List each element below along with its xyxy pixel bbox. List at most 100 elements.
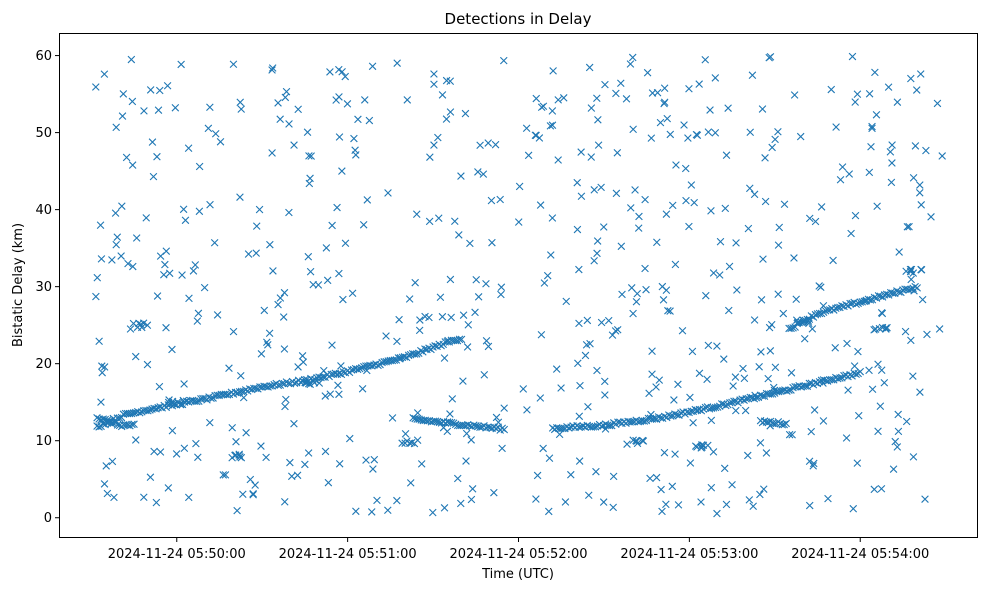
noise-point-235 — [601, 391, 609, 399]
noise-point-317 — [269, 267, 277, 275]
noise-point-332 — [156, 448, 165, 456]
noise-point-269 — [575, 319, 583, 328]
track-point-786 — [431, 342, 439, 350]
noise-point-45 — [674, 380, 682, 389]
noise-point-495 — [263, 338, 271, 347]
noise-point-595 — [455, 231, 463, 239]
noise-point-585 — [487, 196, 496, 205]
noise-point-327 — [845, 170, 854, 178]
cluster-point-1136 — [632, 436, 640, 445]
track-point-981 — [785, 386, 793, 394]
noise-point-236 — [467, 495, 476, 504]
noise-point-200 — [282, 87, 291, 96]
noise-point-222 — [324, 478, 333, 487]
noise-point-263 — [244, 250, 253, 258]
noise-point-385 — [102, 462, 110, 470]
noise-point-103 — [613, 325, 622, 334]
noise-point-528 — [761, 197, 770, 206]
noise-point-445 — [938, 152, 946, 160]
track-point-950 — [722, 401, 730, 410]
noise-point-166 — [118, 202, 126, 210]
noise-point-349 — [286, 458, 294, 467]
noise-point-86 — [393, 59, 401, 67]
noise-point-384 — [545, 454, 554, 462]
track-point-649 — [152, 405, 160, 413]
track-point-945 — [711, 403, 720, 412]
cluster-point-1134 — [638, 436, 647, 445]
noise-point-617 — [711, 129, 720, 137]
noise-point-244 — [405, 295, 414, 303]
noise-point-425 — [583, 316, 592, 325]
cluster-point-1107 — [176, 400, 185, 409]
noise-point-229 — [265, 329, 274, 338]
track-point-1067 — [858, 298, 867, 306]
noise-point-36 — [612, 189, 621, 198]
track-point-749 — [355, 364, 364, 373]
track-point-676 — [207, 394, 215, 402]
noise-point-26 — [686, 393, 694, 402]
noise-point-2 — [668, 201, 677, 210]
noise-point-518 — [824, 494, 832, 503]
noise-point-524 — [909, 174, 918, 182]
noise-point-582 — [600, 377, 609, 386]
noise-point-553 — [462, 429, 471, 438]
noise-point-508 — [790, 91, 799, 99]
track-point-1091 — [907, 285, 915, 294]
noise-point-447 — [593, 94, 601, 103]
noise-point-444 — [448, 395, 457, 403]
noise-point-133 — [143, 360, 152, 369]
noise-point-400 — [450, 217, 459, 226]
track-point-1090 — [905, 286, 913, 294]
noise-point-538 — [524, 151, 533, 160]
track-point-954 — [730, 397, 738, 406]
noise-point-406 — [660, 98, 669, 107]
noise-point-189 — [684, 134, 692, 142]
cluster-point-1146 — [805, 319, 813, 328]
x-axis-label: Time (UTC) — [481, 567, 554, 582]
noise-point-398 — [343, 100, 352, 108]
track-point-641 — [135, 408, 144, 417]
track-point-915 — [650, 415, 659, 423]
noise-point-148 — [436, 293, 445, 302]
noise-point-195 — [453, 474, 462, 483]
noise-point-459 — [911, 142, 920, 150]
noise-point-316 — [463, 343, 472, 351]
noise-point-586 — [180, 444, 189, 453]
noise-point-174 — [707, 483, 716, 492]
noise-point-377 — [709, 448, 718, 456]
noise-point-91 — [335, 269, 343, 278]
noise-point-312 — [728, 480, 736, 489]
cluster-point-1142 — [699, 441, 708, 450]
noise-point-478 — [438, 91, 447, 99]
noise-point-532 — [617, 79, 625, 88]
noise-point-61 — [306, 267, 315, 276]
noise-point-435 — [440, 354, 449, 362]
noise-point-156 — [367, 508, 376, 516]
noise-point-407 — [304, 252, 313, 261]
noise-point-485 — [868, 122, 876, 131]
noise-point-420 — [805, 214, 814, 223]
noise-point-434 — [189, 267, 198, 275]
noise-point-34 — [774, 290, 782, 298]
noise-point-329 — [549, 67, 557, 75]
noise-point-449 — [759, 485, 768, 493]
noise-point-131 — [298, 352, 307, 360]
noise-point-289 — [98, 368, 107, 377]
noise-point-141 — [362, 456, 370, 464]
noise-point-397 — [152, 498, 161, 507]
noise-point-110 — [341, 72, 350, 81]
noise-point-489 — [434, 214, 443, 222]
track-point-684 — [223, 391, 232, 399]
noise-point-517 — [800, 334, 809, 343]
noise-point-576 — [775, 223, 784, 232]
noise-point-324 — [395, 315, 403, 324]
noise-point-613 — [140, 493, 148, 502]
noise-point-366 — [119, 90, 128, 98]
noise-point-297 — [758, 105, 767, 113]
noise-point-139 — [779, 309, 788, 318]
noise-point-534 — [893, 98, 902, 106]
cluster-point-1156 — [871, 325, 880, 333]
noise-point-603 — [733, 286, 741, 294]
track-point-1032 — [787, 324, 795, 333]
noise-point-497 — [574, 359, 582, 368]
